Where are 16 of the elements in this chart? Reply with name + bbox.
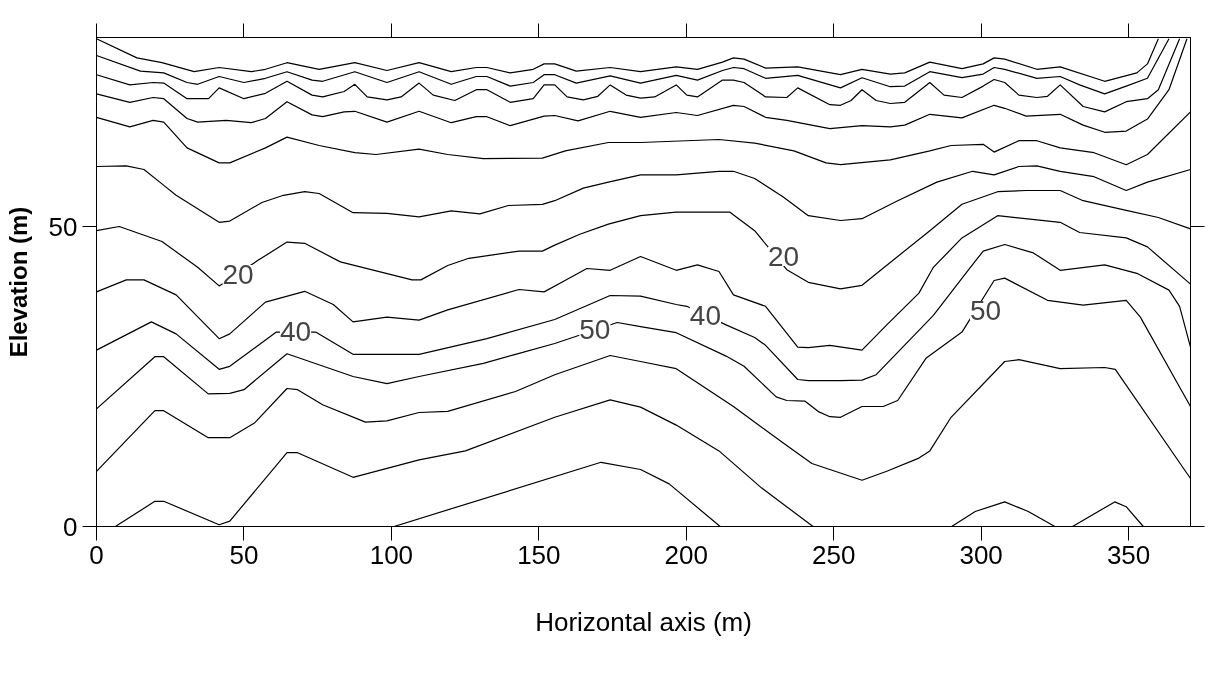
x-tick-label: 50 xyxy=(229,539,259,570)
annotation: 50 xyxy=(579,313,611,345)
x-tick-label: 350 xyxy=(1106,539,1151,570)
x-tick-label: 200 xyxy=(664,539,708,570)
x-tick-label: 0 xyxy=(89,539,104,570)
x-tick-label: 150 xyxy=(517,539,561,570)
y-axis-title: Elevation (m) xyxy=(4,206,32,358)
x-tick-label: 250 xyxy=(812,539,856,570)
annotation: 20 xyxy=(222,259,254,290)
annotation: 20 xyxy=(768,241,800,272)
annotation: 40 xyxy=(689,300,722,332)
x-axis-title: Horizontal axis (m) xyxy=(535,606,752,637)
x-tick-label: 100 xyxy=(369,539,414,570)
x-tick-label: 300 xyxy=(959,539,1003,570)
annotation: 40 xyxy=(279,316,312,347)
annotation: 50 xyxy=(969,295,1002,326)
